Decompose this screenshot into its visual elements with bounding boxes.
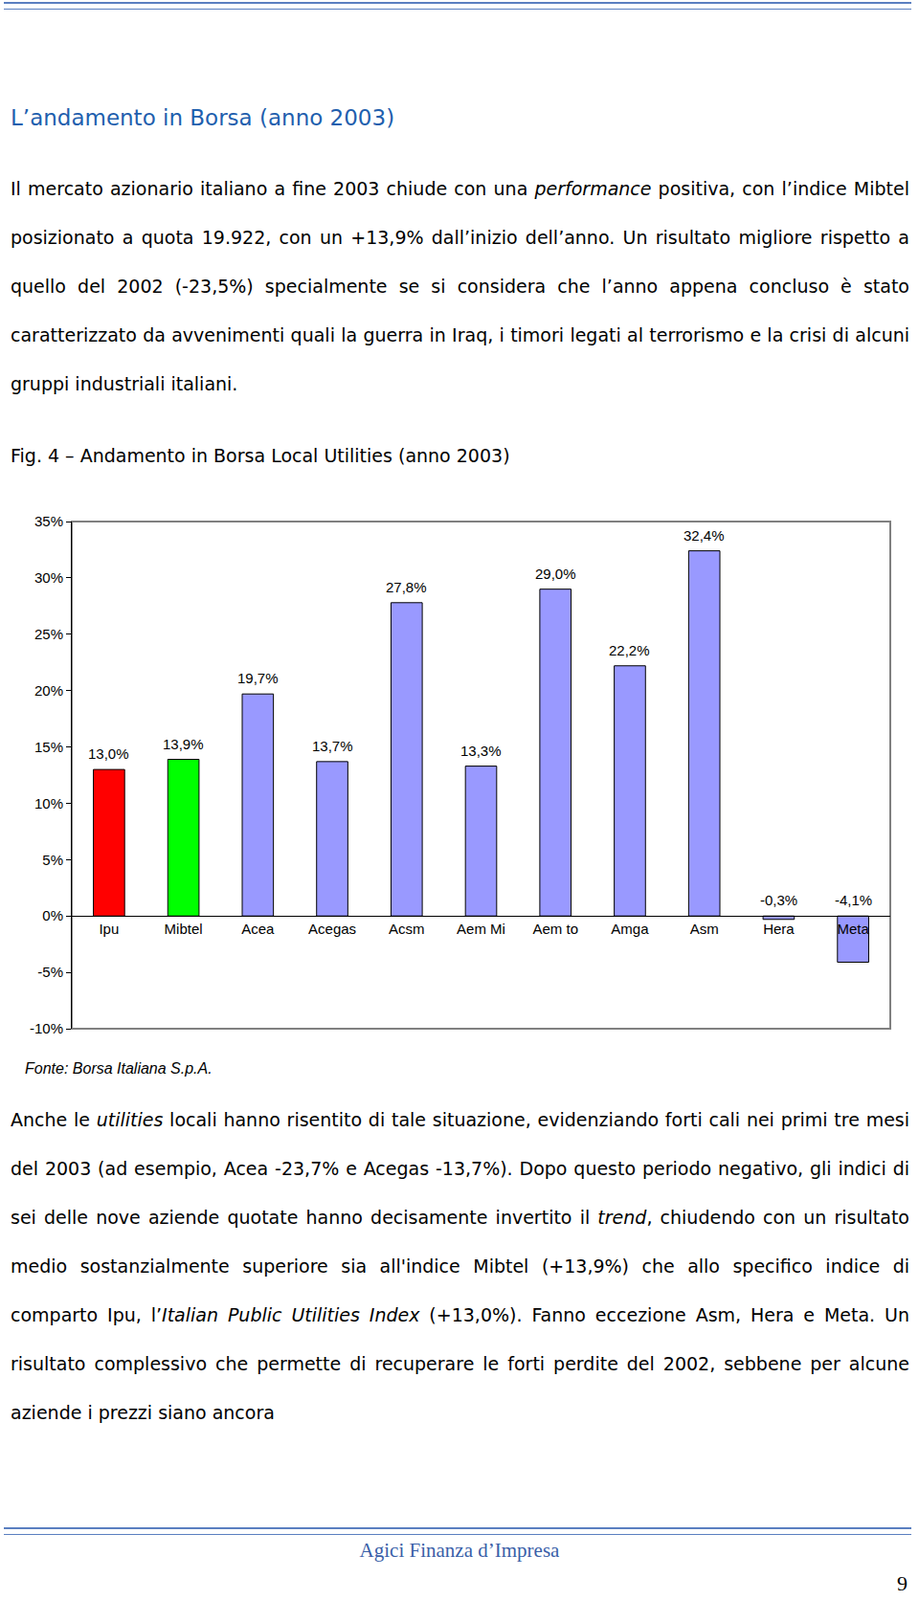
svg-text:19,7%: 19,7% — [237, 670, 279, 687]
svg-text:13,0%: 13,0% — [88, 745, 130, 763]
svg-text:-0,3%: -0,3% — [760, 892, 798, 909]
html-text:9: 9 — [896, 1571, 908, 1596]
html-text:Fonte: Borsa Italiana S.p.A.: Fonte: Borsa Italiana S.p.A. — [24, 1060, 213, 1077]
svg-text:Mibtel: Mibtel — [164, 920, 203, 938]
html-text:Agici Finanza d’Impresa: Agici Finanza d’Impresa — [359, 1539, 560, 1563]
svg-text:27,8%: 27,8% — [385, 579, 427, 596]
svg-text:Acea: Acea — [241, 920, 275, 938]
svg-text:Asm: Asm — [690, 920, 719, 938]
svg-text:22,2%: 22,2% — [608, 642, 651, 659]
svg-text:35%: 35% — [34, 513, 64, 530]
svg-text:10%: 10% — [34, 795, 64, 812]
svg-text:Aem to: Aem to — [532, 920, 579, 938]
svg-text:0%: 0% — [42, 907, 64, 924]
svg-text:13,7%: 13,7% — [312, 738, 354, 755]
svg-text:25%: 25% — [34, 626, 64, 643]
html-text:L’andamento in Borsa (anno 200: L’andamento in Borsa (anno 2003) — [10, 105, 395, 131]
html-text:Anche le utilities locali hann: Anche le utilities locali hanno risentit… — [10, 1109, 910, 1424]
html-text:Il mercato azionario italiano: Il mercato azionario italiano a fine 200… — [10, 178, 910, 395]
svg-text:13,9%: 13,9% — [162, 736, 204, 753]
svg-text:Aem Mi: Aem Mi — [456, 920, 506, 938]
html-text:Fig. 4 – Andamento in Borsa Lo: Fig. 4 – Andamento in Borsa Local Utilit… — [10, 445, 510, 467]
svg-text:-4,1%: -4,1% — [834, 892, 873, 909]
svg-text:32,4%: 32,4% — [683, 527, 725, 544]
svg-text:5%: 5% — [42, 851, 64, 869]
svg-text:-5%: -5% — [37, 963, 64, 981]
svg-text:Acsm: Acsm — [388, 920, 426, 938]
svg-text:30%: 30% — [34, 569, 64, 586]
svg-text:29,0%: 29,0% — [535, 565, 577, 583]
svg-text:Ipu: Ipu — [98, 920, 119, 938]
svg-text:13,3%: 13,3% — [460, 742, 502, 760]
svg-text:15%: 15% — [34, 739, 64, 756]
svg-text:Hera: Hera — [762, 920, 795, 938]
svg-text:20%: 20% — [34, 682, 64, 699]
svg-text:Amga: Amga — [610, 920, 650, 938]
svg-text:-10%: -10% — [29, 1020, 64, 1037]
svg-text:Acegas: Acegas — [308, 920, 357, 938]
svg-text:Meta: Meta — [836, 920, 870, 938]
